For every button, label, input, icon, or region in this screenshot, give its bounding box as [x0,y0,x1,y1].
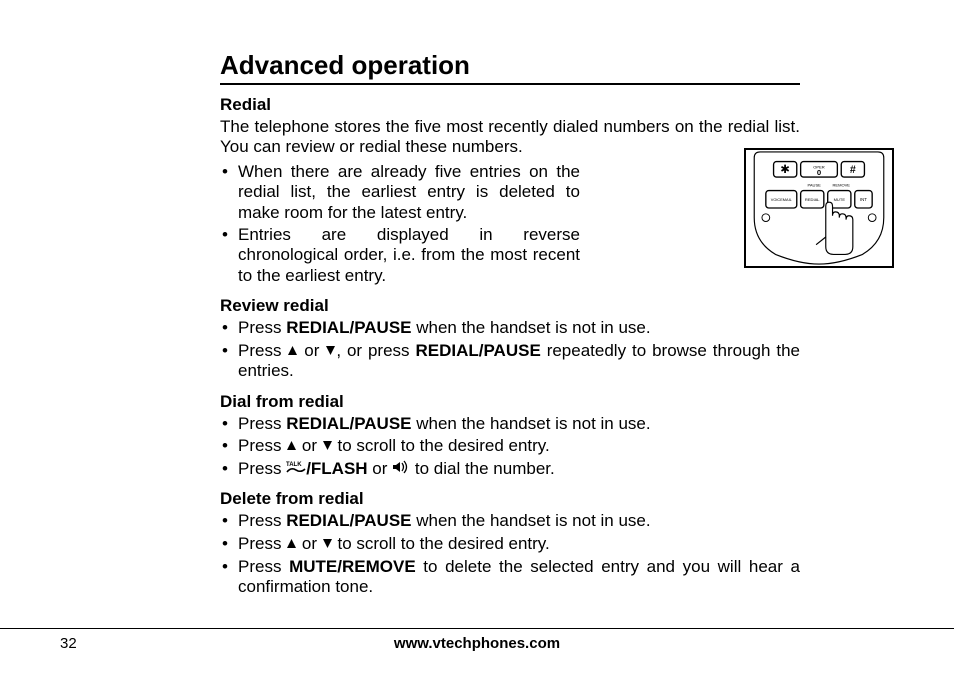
heading-delete: Delete from redial [220,489,800,509]
text: , or press [336,341,415,360]
text: or [298,341,325,360]
svg-text:✱: ✱ [780,163,790,176]
key-redial-pause: REDIAL/PAUSE [415,341,540,360]
text: Press [238,414,286,433]
text: when the handset is not in use. [412,318,651,337]
up-arrow-icon [287,341,298,361]
svg-text:VOICEMAIL: VOICEMAIL [771,198,793,202]
delete-bullet-2: Press or to scroll to the desired entry. [220,534,800,555]
svg-text:PAUSE: PAUSE [807,183,821,188]
review-bullets: Press REDIAL/PAUSE when the handset is n… [220,318,800,381]
text: Press [238,534,286,553]
dial-bullet-2: Press or to scroll to the desired entry. [220,436,800,457]
review-bullet-2: Press or , or press REDIAL/PAUSE repeate… [220,341,800,382]
svg-text:#: # [850,164,856,176]
heading-review: Review redial [220,296,800,316]
key-redial-pause: REDIAL/PAUSE [286,414,411,433]
speaker-icon [392,459,410,479]
text: or [297,534,322,553]
text: to dial the number. [410,459,555,478]
text: Press [238,459,286,478]
key-flash: /FLASH [306,459,367,478]
text: Press [238,557,289,576]
text: Press [238,511,286,530]
redial-bullets: When there are already five entries on t… [220,162,800,286]
footer-url: www.vtechphones.com [220,635,734,652]
page-number: 32 [60,635,220,652]
text: Press [238,341,287,360]
svg-text:TALK: TALK [286,462,302,468]
dial-bullet-3: Press TALK/FLASH or to dial the number. [220,459,800,480]
talk-icon: TALK [286,459,306,479]
dial-bullets: Press REDIAL/PAUSE when the handset is n… [220,414,800,480]
down-arrow-icon [322,534,333,554]
text: or [297,436,322,455]
up-arrow-icon [286,436,297,456]
text: when the handset is not in use. [412,414,651,433]
key-redial-pause: REDIAL/PAUSE [286,511,411,530]
heading-dial: Dial from redial [220,392,800,412]
text: Press [238,318,286,337]
page-title: Advanced operation [220,50,800,85]
text: to scroll to the desired entry. [333,436,550,455]
redial-bullet-2: Entries are displayed in reverse chronol… [220,225,580,286]
text: to scroll to the desired entry. [333,534,550,553]
key-redial-pause: REDIAL/PAUSE [286,318,411,337]
redial-intro: The telephone stores the five most recen… [220,117,800,158]
svg-text:MUTE: MUTE [834,197,846,202]
content-column: Advanced operation Redial The telephone … [220,50,800,597]
svg-text:REMOVE: REMOVE [832,183,850,188]
down-arrow-icon [322,436,333,456]
svg-text:REDIAL: REDIAL [805,197,820,202]
key-mute-remove: MUTE/REMOVE [289,557,416,576]
down-arrow-icon [325,341,336,361]
up-arrow-icon [286,534,297,554]
text: Press [238,436,286,455]
svg-text:0: 0 [817,168,821,177]
text: when the handset is not in use. [412,511,651,530]
delete-bullet-1: Press REDIAL/PAUSE when the handset is n… [220,511,800,531]
page: Advanced operation Redial The telephone … [0,0,954,682]
handset-illustration: ✱ OPER 0 # PAUSE REMOVE VOICEMAIL REDIAL… [744,148,894,268]
review-bullet-1: Press REDIAL/PAUSE when the handset is n… [220,318,800,338]
delete-bullet-3: Press MUTE/REMOVE to delete the selected… [220,557,800,598]
heading-redial: Redial [220,95,800,115]
svg-text:INT: INT [860,197,867,202]
redial-bullet-1: When there are already five entries on t… [220,162,580,223]
text: or [368,459,393,478]
footer: 32 www.vtechphones.com [0,628,954,652]
delete-bullets: Press REDIAL/PAUSE when the handset is n… [220,511,800,597]
dial-bullet-1: Press REDIAL/PAUSE when the handset is n… [220,414,800,434]
